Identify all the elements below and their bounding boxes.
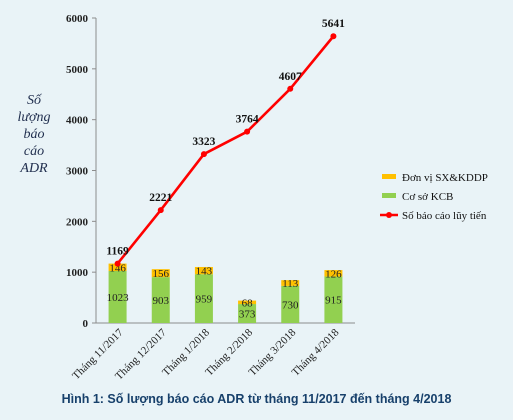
cumulative-line bbox=[116, 35, 335, 265]
cumulative-label: 3764 bbox=[236, 114, 259, 126]
legend-label: Đơn vị SX&KDDP bbox=[402, 172, 488, 184]
legend-swatch bbox=[382, 174, 396, 179]
bar-kcb-label: 1023 bbox=[107, 292, 130, 304]
bar-sxkddp bbox=[108, 263, 127, 271]
bar-kcb-label: 915 bbox=[325, 295, 342, 307]
legend-label: Cơ sở KCB bbox=[402, 191, 453, 203]
bar-sxkddp bbox=[324, 270, 343, 277]
bar-kcb bbox=[108, 270, 127, 323]
bar-sxkddp bbox=[151, 269, 170, 278]
bar-kcb-label: 959 bbox=[196, 294, 213, 306]
y-tick-label: 1000 bbox=[66, 267, 89, 279]
bar-kcb bbox=[281, 285, 300, 323]
bar-sxkddp-label: 113 bbox=[282, 278, 299, 290]
plot-area: 0 1000 2000 3000 4000 5000 6000 Số lượng báo cáo AD… bbox=[18, 13, 488, 382]
y-tick-label: 3000 bbox=[66, 166, 89, 178]
y-tick-label: 4000 bbox=[66, 115, 89, 127]
y-axis-label-line: ADR bbox=[19, 161, 48, 176]
bar-kcb bbox=[238, 304, 257, 323]
bar-kcb-label: 373 bbox=[239, 309, 256, 321]
bar-kcb bbox=[324, 276, 343, 323]
legend-swatch bbox=[382, 193, 396, 198]
bar-sxkddp bbox=[281, 280, 300, 286]
bar-kcb bbox=[151, 277, 170, 323]
bar-sxkddp-label: 143 bbox=[196, 266, 213, 278]
y-tick-label: 5000 bbox=[66, 64, 89, 76]
legend-swatch-marker bbox=[386, 212, 392, 218]
bar-sxkddp-label: 68 bbox=[242, 297, 254, 309]
y-axis-label-line: lượng bbox=[18, 110, 51, 125]
legend-label: Số báo cáo lũy tiến bbox=[402, 210, 487, 222]
cumulative-point bbox=[114, 260, 121, 267]
cumulative-point bbox=[287, 85, 294, 92]
bar-sxkddp-label: 156 bbox=[153, 268, 170, 280]
x-tick-label: Tháng 4/2018 bbox=[290, 326, 342, 378]
cumulative-point bbox=[244, 128, 251, 135]
bar-sxkddp-label: 126 bbox=[325, 268, 342, 280]
cumulative-label: 4607 bbox=[279, 71, 302, 83]
cumulative-label: 1169 bbox=[106, 246, 129, 258]
y-tick-label: 0 bbox=[83, 318, 89, 330]
cumulative-label: 3323 bbox=[192, 136, 215, 148]
cumulative-label: 5641 bbox=[322, 18, 345, 30]
cumulative-point bbox=[200, 151, 207, 158]
figure-caption: Hình 1: Số lượng báo cáo ADR từ tháng 11… bbox=[61, 392, 452, 406]
y-axis-label-line: cáo bbox=[24, 144, 44, 159]
bar-sxkddp-label: 146 bbox=[109, 262, 126, 274]
bar-kcb-label: 730 bbox=[282, 299, 299, 311]
cumulative-point bbox=[330, 33, 337, 40]
bar-sxkddp bbox=[194, 266, 213, 275]
cumulative-label: 2221 bbox=[149, 192, 172, 204]
bar-kcb bbox=[194, 274, 213, 323]
y-axis-label-line: Số bbox=[27, 93, 42, 108]
bar-sxkddp bbox=[238, 300, 257, 305]
y-axis-label-line: báo bbox=[24, 127, 45, 142]
bar-kcb-label: 903 bbox=[153, 295, 170, 307]
y-tick-label: 2000 bbox=[66, 216, 89, 228]
cumulative-point bbox=[157, 207, 164, 214]
y-tick-label: 6000 bbox=[66, 13, 89, 25]
